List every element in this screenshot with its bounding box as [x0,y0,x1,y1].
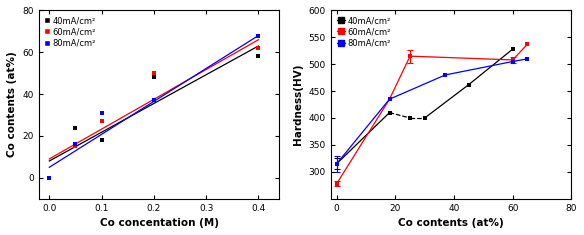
Point [420,116,429,120]
Point [97,138,106,142]
Point [44,176,54,180]
Y-axis label: Co contents (at%): Co contents (at%) [7,52,17,157]
Point [385,111,394,114]
X-axis label: Co concentation (M): Co concentation (M) [100,218,218,228]
Point [440,73,450,77]
Point [97,111,106,115]
Point [508,58,517,62]
Point [385,97,394,101]
Y-axis label: Hardness(HV): Hardness(HV) [293,64,303,145]
Point [149,71,158,75]
Point [385,97,394,101]
Point [71,126,80,129]
Point [464,83,474,86]
Point [523,57,532,61]
Point [405,54,415,58]
Point [508,47,517,51]
Point [332,162,342,166]
Point [523,43,532,46]
Point [149,75,158,79]
Point [253,34,263,37]
Point [253,55,263,58]
Legend: 40mA/cm², 60mA/cm², 80mA/cm²: 40mA/cm², 60mA/cm², 80mA/cm² [335,15,392,49]
Point [253,46,263,50]
X-axis label: Co contents (at%): Co contents (at%) [398,218,504,228]
Point [71,142,80,146]
Point [149,98,158,102]
Point [97,119,106,123]
Legend: 40mA/cm², 60mA/cm², 80mA/cm²: 40mA/cm², 60mA/cm², 80mA/cm² [43,15,98,49]
Point [332,182,342,185]
Point [332,162,342,166]
Point [405,116,415,120]
Point [508,60,517,63]
Point [71,145,80,148]
